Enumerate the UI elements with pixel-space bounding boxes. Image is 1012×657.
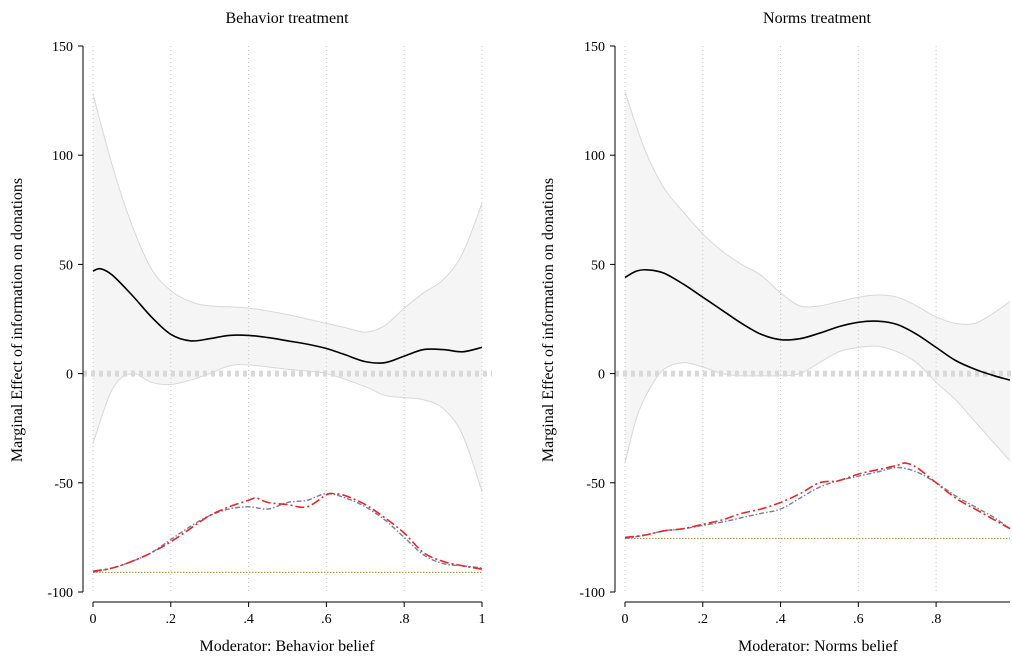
density-line-a [624,462,1011,539]
x-axis-label: Moderator: Behavior belief [199,638,375,655]
y-tick-label: 150 [584,40,605,55]
density-line-b [92,492,483,573]
y-axis-label: Marginal Effect of information on donati… [540,178,557,462]
ci-lower-line [92,364,483,492]
y-tick-label: 0 [598,368,605,383]
chart-title: Norms treatment [763,10,872,27]
confidence-band [625,91,1010,464]
y-tick-label: -50 [54,477,73,492]
ci-lower-line [624,345,1011,464]
y-tick-label: 50 [591,258,605,273]
y-tick-label: -100 [47,586,73,601]
y-tick-label: 0 [66,368,73,383]
marginal-effect-line [624,268,1011,381]
x-tick-label: .8 [931,612,942,627]
y-tick-label: -50 [586,477,605,492]
x-axis-label: Moderator: Norms belief [738,638,899,655]
y-tick-label: -100 [579,586,605,601]
confidence-band [93,94,482,492]
ci-upper-line [92,93,483,333]
x-tick-label: .6 [853,612,864,627]
y-axis-label: Marginal Effect of information on donati… [9,178,26,462]
density-line-b [624,466,1011,540]
y-tick-label: 50 [59,258,73,273]
norms-panel: -100 -50 0 50 100 150 0 .2 .4 .6 .8 Norms treatmen… [540,10,1012,655]
x-tick-label: .8 [399,612,410,627]
density-line-a [92,492,483,573]
y-tick-label: 150 [52,40,73,55]
x-tick-label: .6 [321,612,332,627]
chart-title: Behavior treatment [225,10,349,27]
x-tick-label: .4 [775,612,786,627]
ci-upper-line [624,91,1011,325]
marginal-effect-line [92,267,483,364]
behavior-panel: -100 -50 0 50 100 150 0 .2 .4 .6 .8 1 Behavior trea… [9,10,492,655]
y-tick-label: 100 [52,149,73,164]
x-tick-label: .2 [166,612,177,627]
x-tick-label: .4 [243,612,254,627]
x-tick-label: .2 [698,612,709,627]
y-tick-label: 100 [584,149,605,164]
x-tick-label: 0 [90,612,97,627]
x-tick-label: 0 [622,612,629,627]
x-tick-label: 1 [479,612,486,627]
